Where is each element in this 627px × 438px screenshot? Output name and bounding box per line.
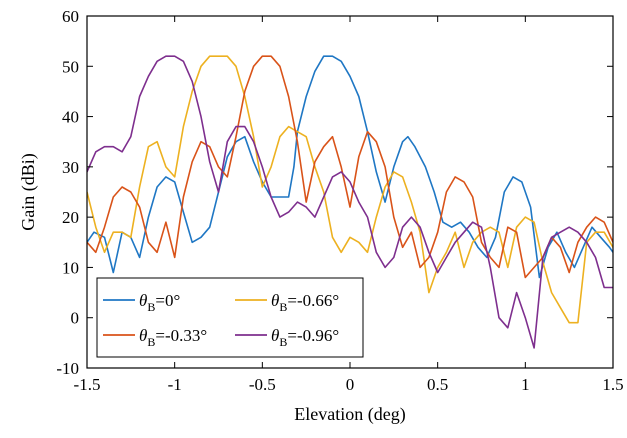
y-tick-label: -10 <box>56 359 79 378</box>
y-tick-label: 60 <box>62 7 79 26</box>
x-tick-label: 1 <box>521 375 530 394</box>
x-axis-label: Elevation (deg) <box>294 404 405 425</box>
legend-entry: θB=0° <box>139 291 180 314</box>
x-tick-label: 0 <box>346 375 355 394</box>
x-tick-label: -0.5 <box>249 375 276 394</box>
y-tick-label: 0 <box>71 309 80 328</box>
y-tick-label: 30 <box>62 158 79 177</box>
series-line-2 <box>87 55 613 279</box>
series-line-1 <box>87 55 613 324</box>
y-axis-label: Gain (dBi) <box>18 153 39 230</box>
series-line-3 <box>87 55 613 349</box>
y-tick-label: 20 <box>62 208 79 227</box>
legend: θB=0° θB=-0.66° θB=-0.33° θB=-0.96° <box>96 277 364 358</box>
legend-entry: θB=-0.96° <box>271 326 339 349</box>
series-layer <box>87 55 613 349</box>
legend-entry: θB=-0.33° <box>139 326 207 349</box>
ticks-layer: -1.5 -1 -0.5 0 0.5 1 1.5 -10 0 10 20 30 40 50 60 <box>56 7 623 394</box>
legend-entry: θB=-0.66° <box>271 291 339 314</box>
x-tick-label: 0.5 <box>427 375 448 394</box>
x-tick-label: -1.5 <box>74 375 101 394</box>
x-tick-label: 1.5 <box>602 375 623 394</box>
x-tick-label: -1 <box>168 375 182 394</box>
y-tick-label: 40 <box>62 108 79 127</box>
y-tick-label: 10 <box>62 258 79 277</box>
series-line-0 <box>87 55 613 279</box>
y-tick-label: 50 <box>62 57 79 76</box>
legend-box <box>96 277 364 358</box>
